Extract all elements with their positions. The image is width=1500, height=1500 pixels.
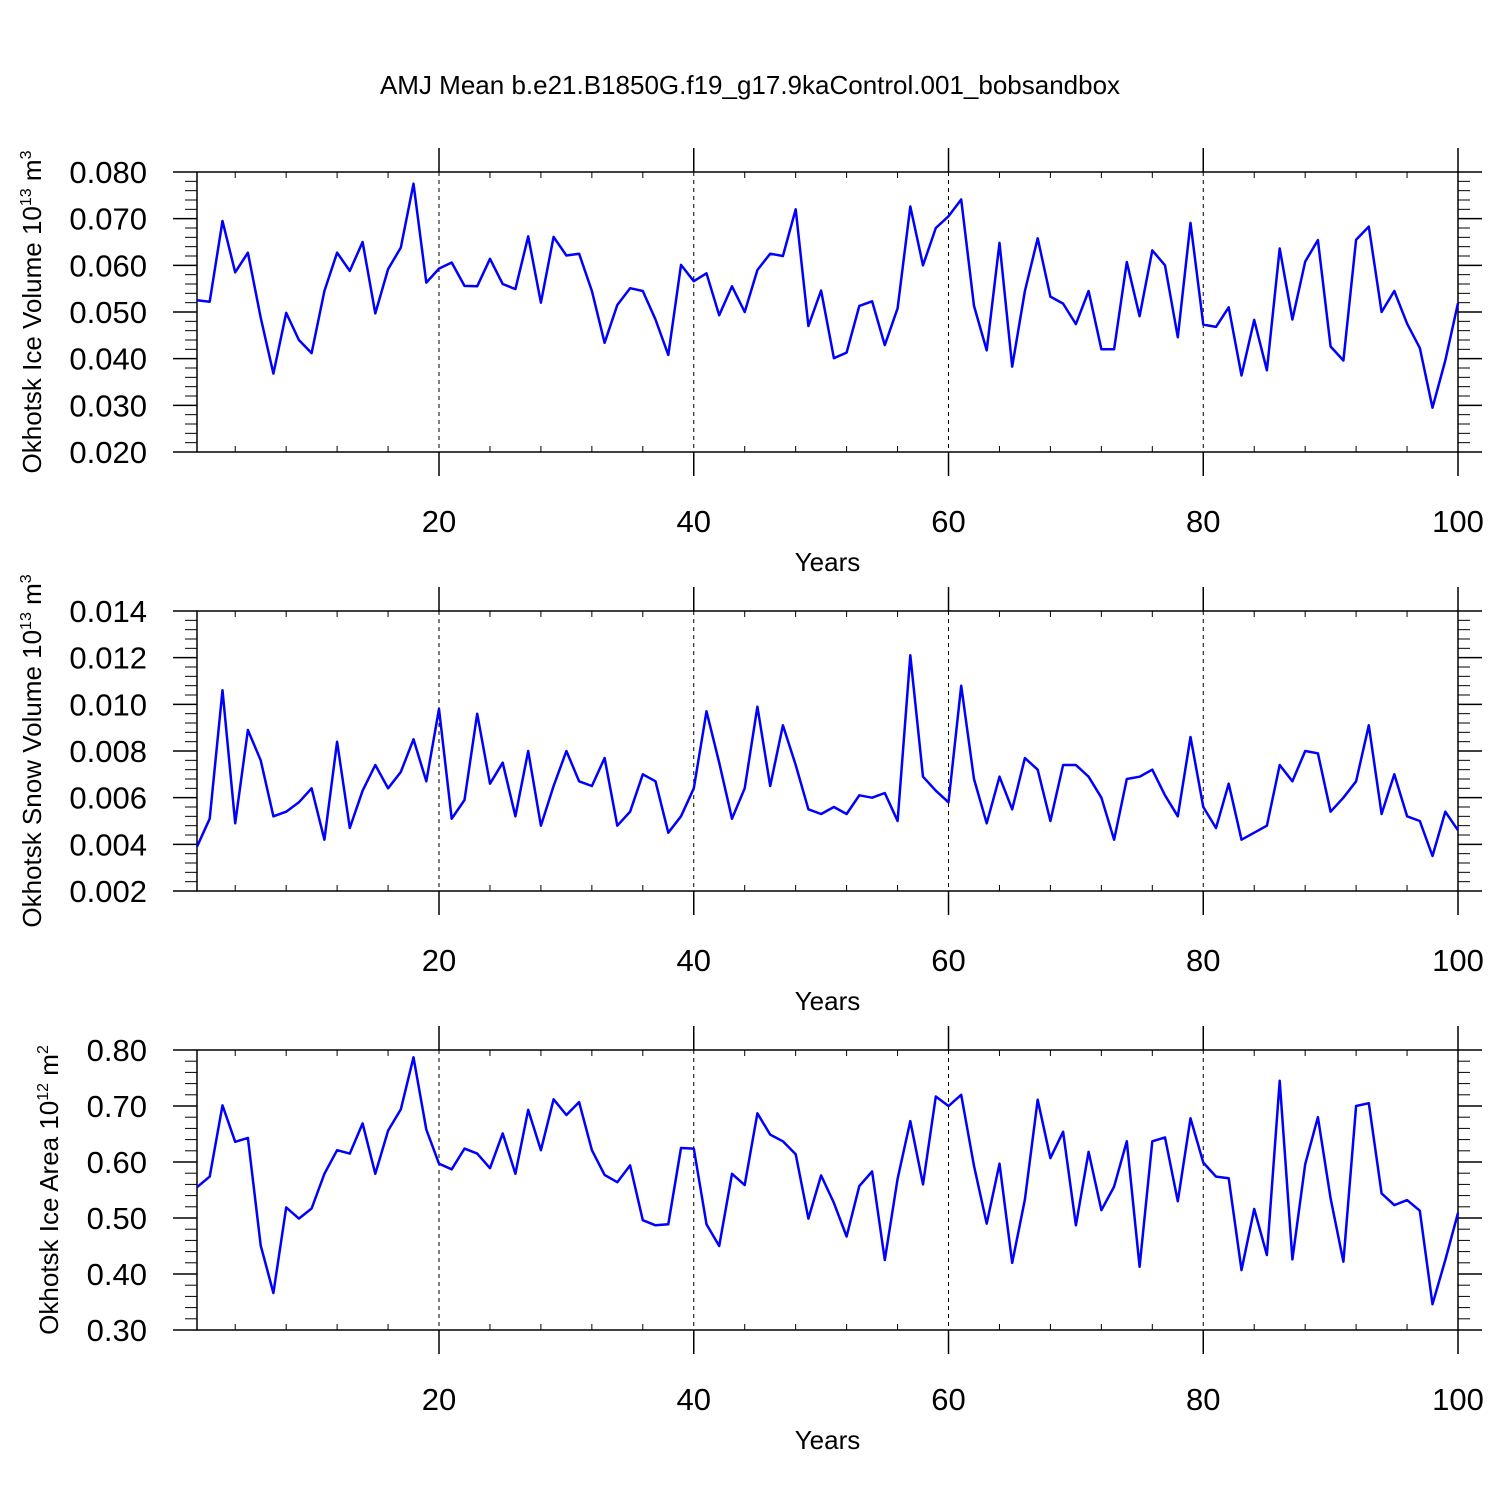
y-axis-label: Okhotsk Snow Volume 1013 m3	[17, 574, 47, 927]
x-tick-label: 60	[931, 943, 965, 978]
y-tick-label: 0.070	[69, 202, 147, 237]
series-line	[196, 1056, 1460, 1306]
y-tick-label: 0.30	[87, 1313, 147, 1348]
y-tick-label: 0.040	[69, 342, 147, 377]
plot-frame	[196, 610, 1459, 892]
y-tick-label: 0.006	[69, 781, 147, 816]
figure-title: AMJ Mean b.e21.B1850G.f19_g17.9kaControl…	[380, 70, 1120, 100]
y-axis-label: Okhotsk Ice Area 1012 m2	[34, 1045, 64, 1335]
y-tick-label: 0.010	[69, 687, 147, 722]
y-tick-label: 0.60	[87, 1145, 147, 1180]
x-tick-label: 80	[1186, 1382, 1220, 1417]
x-tick-label: 20	[422, 1382, 456, 1417]
y-tick-label: 0.080	[69, 155, 147, 190]
plot-frame	[196, 1049, 1459, 1331]
x-tick-label: 80	[1186, 943, 1220, 978]
x-axis-label: Years	[795, 547, 861, 577]
y-tick-label: 0.40	[87, 1257, 147, 1292]
x-tick-label: 40	[677, 943, 711, 978]
x-axis-label: Years	[795, 1425, 861, 1455]
y-tick-label: 0.012	[69, 641, 147, 676]
x-axis-label: Years	[795, 986, 861, 1016]
y-tick-label: 0.50	[87, 1201, 147, 1236]
plot-frame	[196, 171, 1459, 453]
x-tick-label: 100	[1432, 1382, 1484, 1417]
x-tick-label: 100	[1432, 504, 1484, 539]
panel-snow-volume: 20 40 60 80 100 Years 0.002 0.004 0.006 0.008 0.01…	[17, 574, 1484, 1016]
y-tick-label: 0.008	[69, 734, 147, 769]
x-tick-label: 40	[677, 504, 711, 539]
x-tick-label: 20	[422, 943, 456, 978]
y-tick-label: 0.060	[69, 248, 147, 283]
y-axis-label: Okhotsk Ice Volume 1013 m3	[17, 150, 47, 473]
x-tick-label: 20	[422, 504, 456, 539]
panel-ice-area: 20 40 60 80 100 Years 0.30 0.40 0.50 0.60 0.70 0.80…	[34, 1026, 1484, 1455]
y-tick-label: 0.050	[69, 295, 147, 330]
x-tick-label: 60	[931, 1382, 965, 1417]
series-line	[195, 654, 1460, 858]
x-tick-label: 80	[1186, 504, 1220, 539]
y-tick-label: 0.030	[69, 388, 147, 423]
x-tick-label: 60	[931, 504, 965, 539]
y-tick-label: 0.014	[69, 594, 147, 629]
y-tick-label: 0.70	[87, 1089, 147, 1124]
y-tick-label: 0.004	[69, 827, 147, 862]
y-tick-label: 0.002	[69, 874, 147, 909]
panel-ice-volume: 20 40 60 80 100 Years 0.020 0.030 0.040 0.050 0.06…	[17, 148, 1484, 577]
y-tick-label: 0.80	[87, 1033, 147, 1068]
series-line	[196, 182, 1460, 409]
x-tick-label: 100	[1432, 943, 1484, 978]
y-tick-label: 0.020	[69, 435, 147, 470]
x-tick-label: 40	[677, 1382, 711, 1417]
